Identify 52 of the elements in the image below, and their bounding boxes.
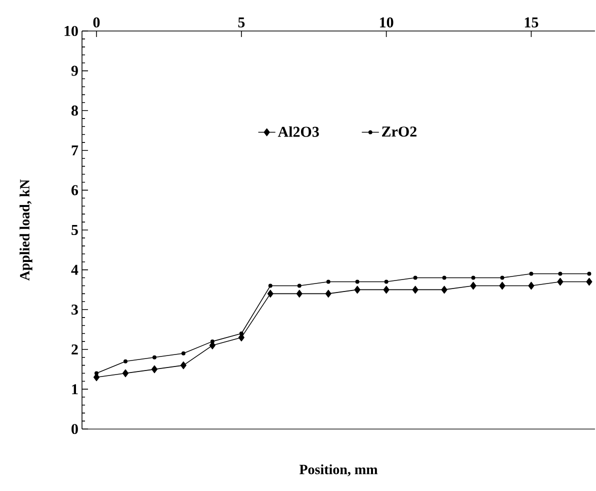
y-tick-label: 4 — [71, 264, 78, 275]
y-tick-label: 5 — [72, 225, 78, 235]
y-tick-label: 1 — [72, 384, 78, 394]
point — [180, 361, 186, 370]
y-tick-label: 10 — [64, 26, 78, 36]
point — [587, 272, 592, 276]
point — [557, 278, 564, 286]
x-axis-title: Position, mm — [299, 464, 378, 476]
point — [441, 286, 448, 294]
point — [181, 351, 186, 356]
point — [528, 282, 534, 290]
y-tick-label: 9 — [71, 66, 78, 76]
x-tick-label: 10 — [380, 17, 394, 28]
point — [210, 339, 214, 344]
point — [529, 272, 534, 276]
point — [151, 365, 158, 374]
point — [500, 276, 504, 280]
point — [499, 282, 506, 290]
point — [355, 280, 360, 284]
x-tick-label: 5 — [238, 18, 245, 28]
point — [122, 369, 129, 378]
point — [268, 284, 272, 288]
y-tick-label: 6 — [71, 185, 78, 196]
y-tick-label: 3 — [72, 304, 78, 315]
point — [297, 284, 302, 288]
point — [94, 371, 98, 376]
point — [326, 280, 330, 284]
point — [471, 276, 476, 280]
legend-label: ZrO2 — [382, 126, 416, 137]
y-tick-label: 7 — [72, 145, 78, 156]
y-tick-label: 0 — [72, 424, 78, 434]
point — [412, 286, 418, 294]
point — [239, 331, 244, 336]
y-tick-label: 8 — [71, 106, 78, 116]
point — [470, 282, 476, 290]
point — [586, 278, 592, 286]
x-tick-label: 15 — [524, 17, 538, 28]
y-tick-label: 2 — [72, 344, 78, 354]
legend-label: Al2O3 — [278, 126, 319, 137]
point — [296, 290, 302, 298]
point — [413, 276, 418, 280]
point — [558, 272, 562, 276]
point — [123, 359, 128, 364]
point — [354, 286, 360, 294]
y-axis-title: Applied load, kN — [20, 179, 32, 281]
point — [152, 355, 156, 360]
point — [325, 290, 332, 298]
point — [442, 276, 446, 280]
point — [267, 290, 274, 298]
point — [384, 280, 388, 284]
point — [383, 286, 390, 294]
x-tick-label: 0 — [93, 17, 100, 28]
